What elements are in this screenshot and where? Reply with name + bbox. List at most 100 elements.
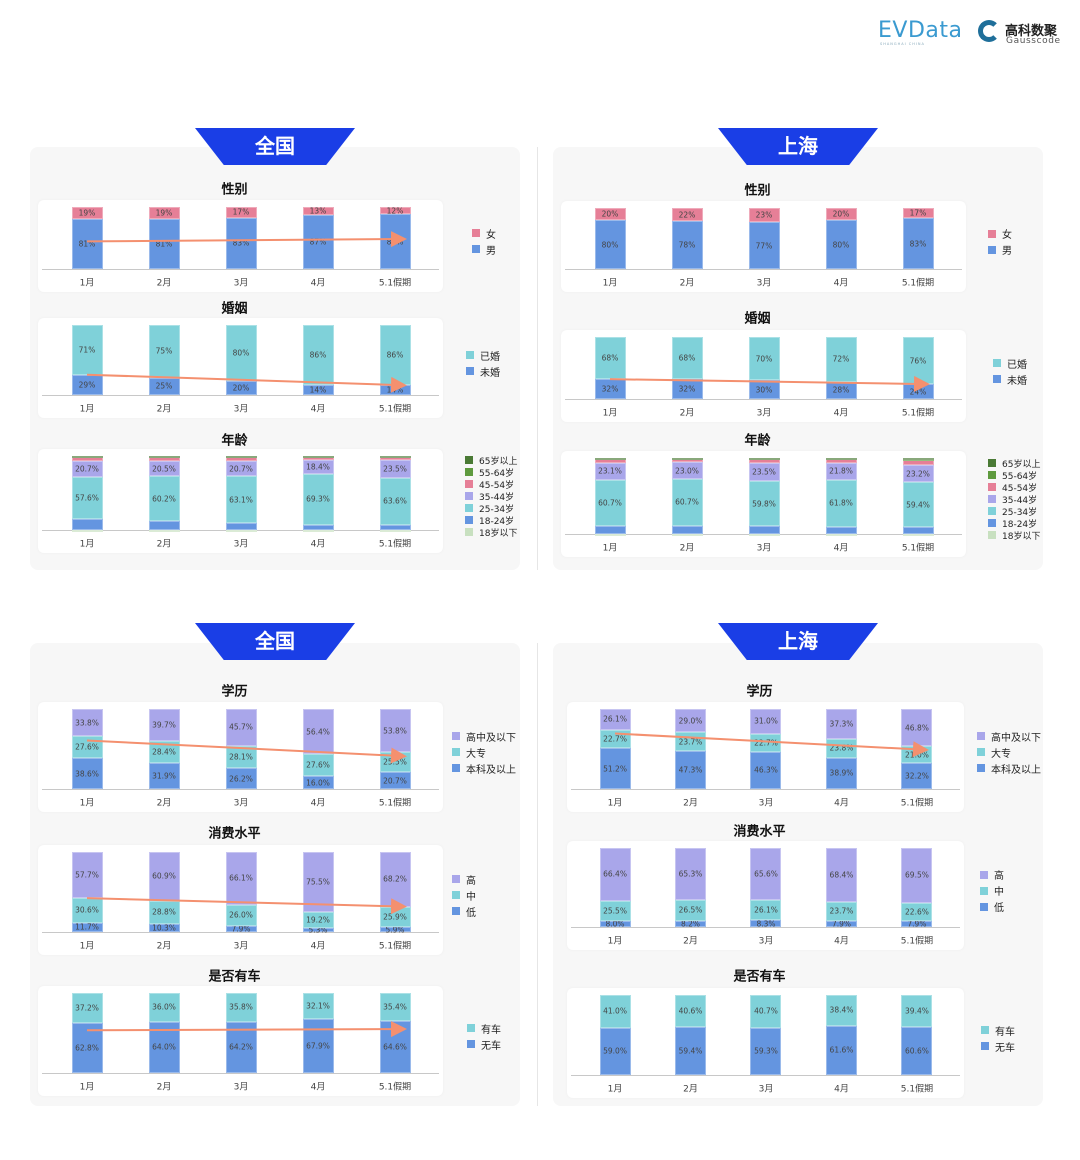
legend-item: 35-44岁 xyxy=(465,490,517,503)
bar-segment xyxy=(750,751,782,789)
bar-segment xyxy=(71,922,103,932)
bar-segment xyxy=(750,1027,782,1075)
gausscode-logo-en: Gausscode xyxy=(1006,36,1061,46)
chart-legend: 有车 无车 xyxy=(981,1022,1015,1054)
legend-label: 45-54岁 xyxy=(1002,483,1038,494)
legend-label: 高 xyxy=(994,871,1004,882)
bar-segment xyxy=(671,479,703,526)
data-label: 59.3% xyxy=(754,1046,778,1056)
x-tick-label: 2月 xyxy=(156,404,172,415)
bar-segment xyxy=(825,533,857,536)
panel-divider xyxy=(537,147,538,570)
x-tick-label: 3月 xyxy=(758,798,774,809)
chart-legend: 高中低 xyxy=(980,867,1004,915)
data-label: 8.3% xyxy=(756,919,776,929)
data-label: 23.5% xyxy=(752,467,776,477)
chart-legend: 65岁以上 55-64岁 45-54岁 35-44岁 25-34岁 18-24岁 18岁以下 xyxy=(465,454,517,539)
legend-item: 男 xyxy=(472,241,496,257)
legend-label: 未婚 xyxy=(1007,375,1027,387)
bar-segment xyxy=(302,776,334,789)
x-tick-label: 1月 xyxy=(79,798,95,809)
legend-item: 无车 xyxy=(467,1036,501,1052)
data-label: 10.3% xyxy=(152,923,176,933)
bar-segment xyxy=(71,456,103,458)
bar-segment xyxy=(594,533,626,536)
data-label: 28.4% xyxy=(152,747,176,757)
data-label: 26.5% xyxy=(678,905,703,915)
chart-title: 婚姻 xyxy=(744,311,771,327)
bar-segment xyxy=(750,995,782,1028)
legend-label: 65岁以上 xyxy=(1002,459,1041,470)
chart-card: 32% 68% 1月 32% 68% 2月 30% 70% 3月 28% 72% 4月 24% 76% 5.… xyxy=(561,330,966,422)
legend-swatch xyxy=(466,367,474,375)
legend-label: 女 xyxy=(486,229,496,241)
legend-item: 女 xyxy=(988,226,1012,242)
data-label: 35.8% xyxy=(229,1002,253,1012)
legend-item: 已婚 xyxy=(466,347,500,363)
bar-segment xyxy=(302,207,334,216)
x-tick-label: 3月 xyxy=(233,941,249,952)
bar-segment xyxy=(148,521,180,530)
evdata-logo: EVData xyxy=(878,18,963,43)
x-axis-line xyxy=(571,927,960,928)
legend-label: 男 xyxy=(1002,246,1012,257)
data-label: 23.5% xyxy=(383,464,407,474)
legend-item: 女 xyxy=(472,225,496,241)
data-label: 70% xyxy=(755,354,773,364)
chart-card: 62.8% 37.2% 1月 64.0% 36.0% 2月 64.2% 35.8% 3月 67.9… xyxy=(38,986,443,1096)
bar-segment xyxy=(902,208,934,219)
legend-swatch xyxy=(465,456,473,464)
data-label: 61.8% xyxy=(829,498,853,508)
bar-segment xyxy=(675,995,706,1028)
bar-segment xyxy=(379,460,411,478)
legend-item: 18岁以下 xyxy=(988,529,1040,542)
x-tick-label: 5.1假期 xyxy=(378,278,412,289)
bar-segment xyxy=(379,529,411,532)
data-label: 83% xyxy=(232,238,250,248)
legend-label: 大专 xyxy=(466,748,486,760)
x-axis-line xyxy=(42,269,439,270)
chart-legend: 女男 xyxy=(988,226,1012,258)
data-label: 5.9% xyxy=(385,925,405,935)
legend-item: 男 xyxy=(988,242,1012,258)
legend-item: 65岁以上 xyxy=(465,454,517,467)
data-label: 16.0% xyxy=(306,778,330,788)
data-label: 40.6% xyxy=(678,1006,703,1016)
legend-swatch xyxy=(452,891,460,899)
bar-segment xyxy=(902,482,934,528)
data-label: 64.6% xyxy=(383,1042,407,1052)
data-label: 60.7% xyxy=(675,497,699,507)
legend-swatch xyxy=(467,1040,475,1048)
bar-segment xyxy=(748,222,780,269)
data-label: 22.7% xyxy=(754,738,778,748)
x-tick-label: 5.1假期 xyxy=(378,1082,412,1093)
bar-segment xyxy=(675,899,706,921)
data-label: 57.7% xyxy=(75,870,99,880)
data-label: 24% xyxy=(909,387,927,397)
x-tick-label: 4月 xyxy=(310,941,326,952)
data-label: 66.1% xyxy=(229,873,253,883)
legend-label: 45-54岁 xyxy=(479,480,515,491)
data-label: 61.6% xyxy=(829,1045,854,1055)
data-label: 14% xyxy=(386,385,404,395)
chart-title: 学历 xyxy=(746,684,773,700)
data-label: 51.2% xyxy=(603,764,627,774)
data-label: 38.9% xyxy=(829,768,854,778)
data-label: 81% xyxy=(78,239,96,249)
x-tick-label: 1月 xyxy=(602,278,618,289)
legend-swatch xyxy=(452,764,460,772)
data-label: 69.5% xyxy=(905,870,929,880)
data-label: 60.2% xyxy=(152,494,176,504)
data-label: 17% xyxy=(909,208,927,218)
legend-item: 低 xyxy=(980,899,1004,915)
data-label: 30.6% xyxy=(75,905,99,915)
data-label: 68% xyxy=(678,353,696,363)
bar-segment xyxy=(902,464,934,483)
legend-swatch xyxy=(977,764,985,772)
data-label: 72% xyxy=(832,354,850,364)
legend-label: 55-64岁 xyxy=(1002,471,1038,482)
bar-segment xyxy=(225,925,257,932)
bar-segment xyxy=(379,993,411,1022)
bar-segment xyxy=(71,519,103,530)
bar-segment xyxy=(71,207,103,219)
